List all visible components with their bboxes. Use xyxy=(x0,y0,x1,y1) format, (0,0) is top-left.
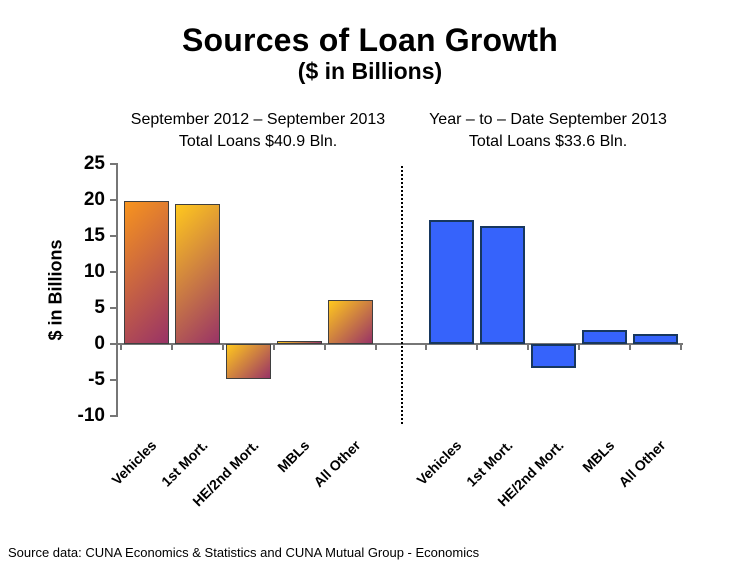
left-panel-total-label: Total Loans $40.9 Bln. xyxy=(178,133,338,150)
left-panel-header: September 2012 – September 2013 Total Lo… xyxy=(110,109,406,153)
y-tick-15 xyxy=(110,235,117,237)
x-label-sep2012-sep2013-vehicles: Vehicles xyxy=(108,437,160,488)
right-panel-total-label: Total Loans $33.6 Bln. xyxy=(468,133,628,150)
y-tick-label--10: -10 xyxy=(77,405,105,426)
chart-title: Sources of Loan Growth xyxy=(182,22,558,58)
bar-sep2012-sep2013-he-2nd-mort xyxy=(226,344,271,379)
bar-sep2012-sep2013-all-other xyxy=(328,300,373,344)
y-tick-25 xyxy=(110,163,117,165)
x-tick-0-1 xyxy=(171,344,173,350)
y-tick-10 xyxy=(110,271,117,273)
source-note: Source data: CUNA Economics & Statistics… xyxy=(8,545,480,560)
x-label-ytd-sep2013-all-other: All Other xyxy=(615,437,669,491)
x-label-ytd-sep2013-vehicles: Vehicles xyxy=(413,437,465,488)
y-tick-label-5: 5 xyxy=(94,297,105,318)
bar-ytd-sep2013-mbls xyxy=(582,329,627,344)
y-tick--10 xyxy=(110,415,117,417)
x-tick-1-2 xyxy=(527,344,529,350)
panel-divider-dotted-line xyxy=(401,166,403,424)
y-tick-label-0: 0 xyxy=(94,333,105,354)
x-tick-1-4 xyxy=(629,344,631,350)
right-panel-period-label: Year – to – Date September 2013 xyxy=(429,111,667,128)
bar-sep2012-sep2013-vehicles xyxy=(124,201,169,344)
y-tick-label-25: 25 xyxy=(83,153,105,174)
bar-sep2012-sep2013-mbls xyxy=(277,341,322,344)
chart-subtitle: ($ in Billions) xyxy=(297,58,443,84)
bar-ytd-sep2013-all-other xyxy=(633,333,678,344)
y-tick-label-10: 10 xyxy=(83,261,105,282)
y-tick-label-15: 15 xyxy=(83,225,105,246)
x-label-sep2012-sep2013-all-other: All Other xyxy=(310,437,364,491)
bar-ytd-sep2013-vehicles xyxy=(429,220,474,344)
bar-sep2012-sep2013-1st-mort xyxy=(175,204,220,344)
y-tick-label--5: -5 xyxy=(88,369,105,390)
bar-ytd-sep2013-1st-mort xyxy=(480,225,525,344)
x-tick-0-3 xyxy=(273,344,275,350)
y-tick-0 xyxy=(110,343,117,345)
y-axis-line xyxy=(116,163,118,417)
x-label-sep2012-sep2013-mbls: MBLs xyxy=(274,437,313,476)
x-tick-1-0 xyxy=(425,344,427,350)
x-tick-1-1 xyxy=(476,344,478,350)
y-tick-label-20: 20 xyxy=(83,189,105,210)
x-tick-0-5 xyxy=(375,344,377,350)
left-panel-period-label: September 2012 – September 2013 xyxy=(130,111,386,128)
bar-ytd-sep2013-he-2nd-mort xyxy=(531,344,576,369)
y-tick-20 xyxy=(110,199,117,201)
y-axis-title: $ in Billions xyxy=(45,239,66,341)
y-tick--5 xyxy=(110,379,117,381)
x-tick-1-3 xyxy=(578,344,580,350)
x-tick-0-0 xyxy=(120,344,122,350)
x-axis-zero-line xyxy=(116,343,683,345)
x-label-ytd-sep2013-mbls: MBLs xyxy=(579,437,618,476)
right-panel-header: Year – to – Date September 2013 Total Lo… xyxy=(400,109,696,153)
y-tick-5 xyxy=(110,307,117,309)
x-tick-0-2 xyxy=(222,344,224,350)
x-label-ytd-sep2013-1st-mort: 1st Mort. xyxy=(463,437,516,490)
x-tick-0-4 xyxy=(324,344,326,350)
x-label-sep2012-sep2013-1st-mort: 1st Mort. xyxy=(158,437,211,490)
x-tick-1-5 xyxy=(680,344,682,350)
